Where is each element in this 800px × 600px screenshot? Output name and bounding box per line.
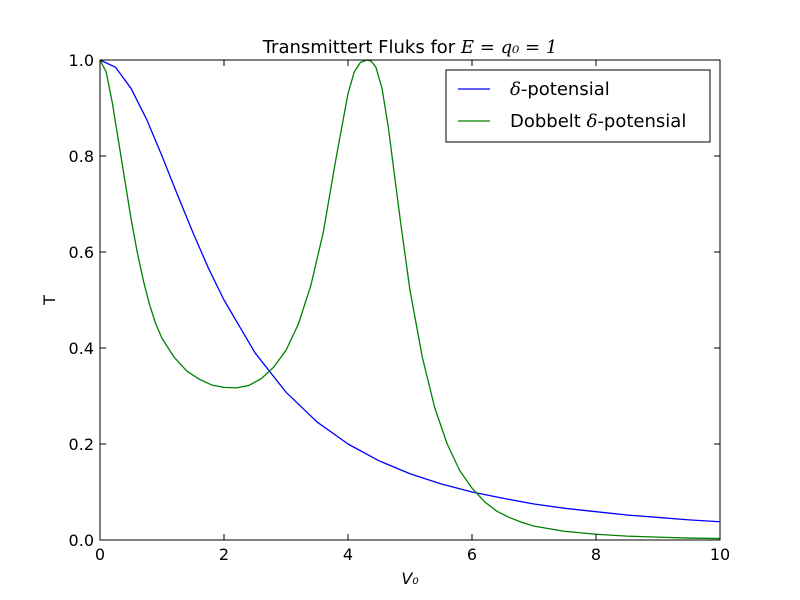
y-tick-label: 0.0 [69,531,94,550]
plot-frame [99,59,721,541]
series-line-delta [99,59,721,523]
legend-delta-symbol: δ [510,79,521,100]
y-tick-label: 1.0 [69,51,94,70]
x-tick-label: 10 [710,545,730,564]
legend-delta-text: -potensial [521,79,610,100]
legend-double-text: -potensial [597,111,686,132]
legend-double-delta-symbol: δ [587,111,598,132]
legend-double-prefix: Dobbelt [510,111,587,132]
chart-title-math: E = q₀ = 1 [460,37,557,58]
chart-title-prefix: Transmittert Fluks for [262,37,461,58]
x-tick-label: 6 [467,545,477,564]
legend-entry-double-delta: Dobbelt δ-potensial [510,111,686,132]
chart-title: Transmittert Fluks for E = q₀ = 1 [262,37,558,58]
plot-area: 0 2 4 6 8 10 0.0 0.2 0.4 0.6 0.8 1.0 [69,51,731,564]
y-tick-label: 0.2 [69,435,94,454]
y-tick-label: 0.6 [69,243,94,262]
legend-box [445,69,711,143]
y-tick-label: 0.8 [69,147,94,166]
x-tick-label: 2 [219,545,229,564]
y-tick-label: 0.4 [69,339,94,358]
series-line-double-delta [99,59,721,540]
y-axis-label: T [40,295,59,306]
x-tick-label: 0 [95,545,105,564]
ticks-layer: 0 2 4 6 8 10 0.0 0.2 0.4 0.6 0.8 1.0 [69,51,731,564]
legend: δ-potensial Dobbelt δ-potensial [445,69,711,143]
x-axis-label: V₀ [401,569,419,588]
x-tick-label: 8 [591,545,601,564]
series-layer [99,59,721,540]
x-tick-label: 4 [343,545,353,564]
legend-entry-delta: δ-potensial [510,79,610,100]
